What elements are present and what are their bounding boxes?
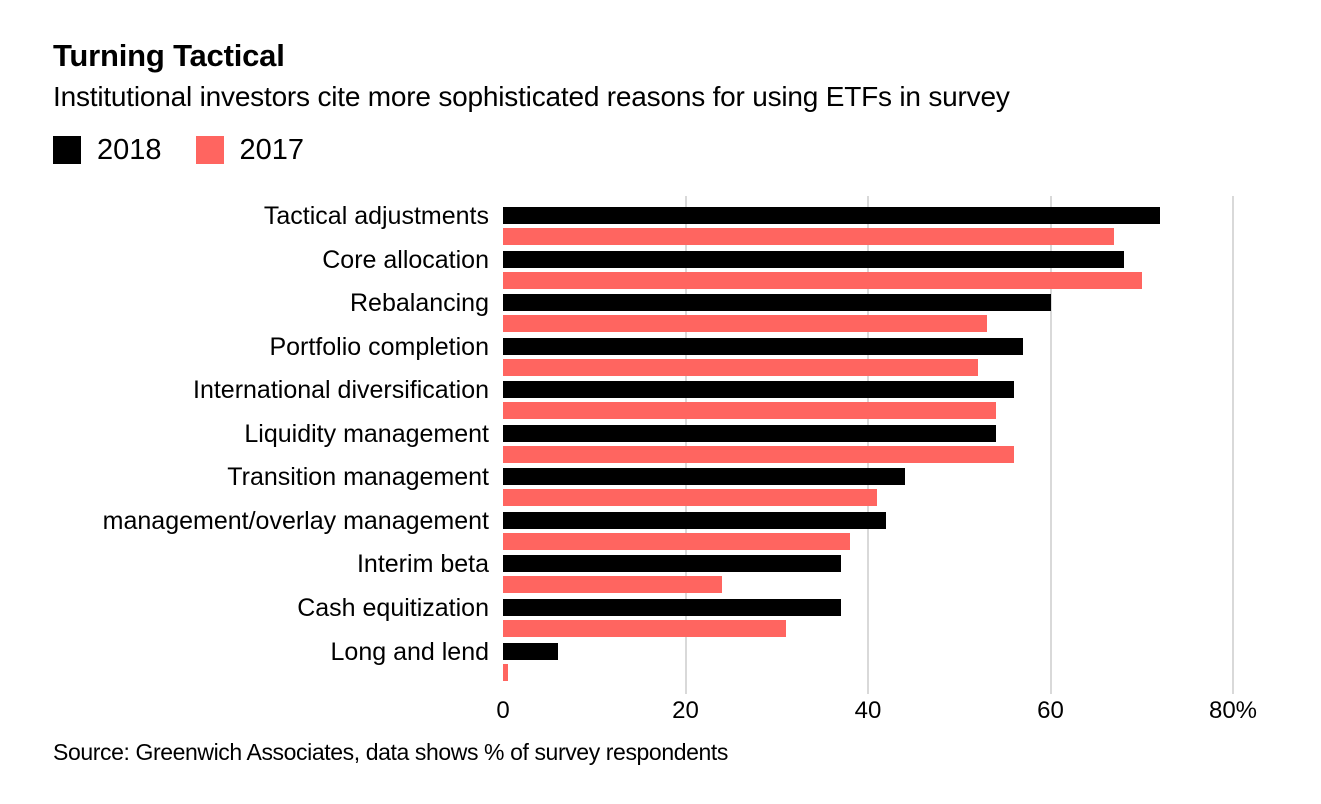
bar-2017 <box>503 315 987 333</box>
bar-2017 <box>503 402 996 420</box>
bar-2018 <box>503 381 1014 399</box>
legend-item-2018: 2018 <box>53 134 162 166</box>
grid-line-80 <box>1232 196 1234 694</box>
x-axis-tick-label: 80% <box>1208 697 1258 724</box>
bar-2018 <box>503 207 1160 224</box>
bar-2017 <box>503 576 722 594</box>
category-label: Transition management <box>227 464 489 491</box>
legend-item-2017: 2017 <box>195 134 305 166</box>
bar-2018 <box>503 294 1051 312</box>
bar-2017 <box>503 489 878 507</box>
category-label: Interim beta <box>356 551 489 578</box>
chart-subtitle: Institutional investors cite more sophis… <box>53 81 1010 112</box>
category-label: management/overlay management <box>102 507 489 534</box>
category-label: Cash equitization <box>297 594 489 621</box>
chart-title: Turning Tactical <box>53 38 285 73</box>
category-label: Liquidity management <box>244 420 489 447</box>
bar-2018 <box>503 555 841 573</box>
x-axis-tick-label: 20 <box>672 697 699 724</box>
bar-2018 <box>503 468 905 486</box>
category-label: Portfolio completion <box>269 333 489 360</box>
grid-line-20 <box>684 196 687 694</box>
source-note: Source: Greenwich Associates, data shows… <box>53 739 728 765</box>
bar-2017 <box>503 358 978 376</box>
bar-2017 <box>503 445 1014 463</box>
category-label: Long and lend <box>330 638 489 665</box>
legend-swatch-2017 <box>195 136 224 164</box>
bar-2018 <box>503 642 558 660</box>
category-label: Tactical adjustments <box>263 203 489 229</box>
bar-2017 <box>503 228 1115 245</box>
bar-2018 <box>503 337 1024 355</box>
bar-2017 <box>503 532 850 550</box>
legend-label-2018: 2018 <box>97 134 162 166</box>
bar-2017 <box>503 271 1142 289</box>
bar-2018 <box>503 511 887 529</box>
bar-2018 <box>503 250 1124 268</box>
legend-label-2017: 2017 <box>239 134 305 166</box>
category-label: Rebalancing <box>350 290 489 317</box>
legend: 2018 2017 <box>53 134 305 166</box>
bar-2017 <box>503 663 508 681</box>
x-axis-tick-label: 60 <box>1037 697 1064 724</box>
x-axis-tick-label: 0 <box>496 697 510 724</box>
grid-line-60 <box>1049 196 1052 694</box>
bar-2018 <box>503 424 996 442</box>
x-axis-tick-label: 40 <box>854 697 882 724</box>
bar-2017 <box>503 619 786 637</box>
legend-swatch-2018 <box>53 136 81 164</box>
category-label: International diversification <box>193 377 489 404</box>
category-label: Core allocation <box>322 246 489 273</box>
grid-line-40 <box>867 196 869 694</box>
bar-2018 <box>503 598 841 616</box>
